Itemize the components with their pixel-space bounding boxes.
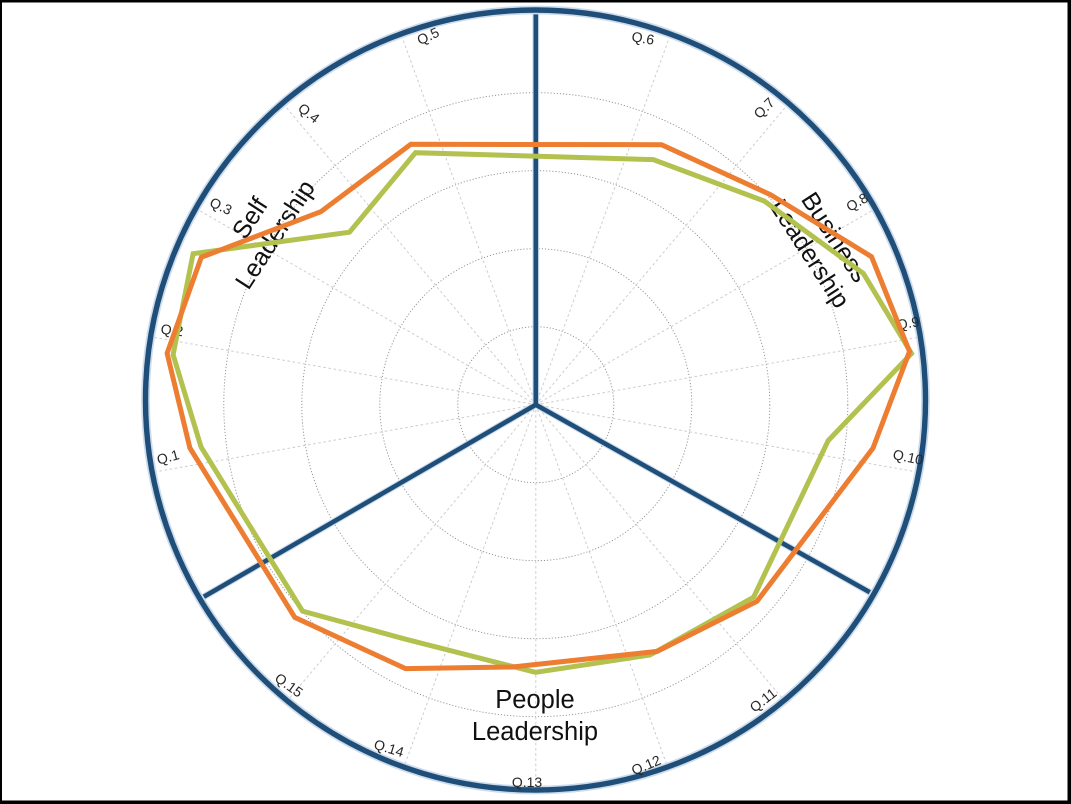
svg-text:People: People <box>495 686 574 714</box>
svg-text:Leadership: Leadership <box>472 718 598 746</box>
svg-text:Q.6: Q.6 <box>630 28 655 48</box>
svg-text:Q.1: Q.1 <box>155 446 181 467</box>
svg-text:Q.10: Q.10 <box>891 446 924 468</box>
svg-text:Q.13: Q.13 <box>512 774 543 790</box>
